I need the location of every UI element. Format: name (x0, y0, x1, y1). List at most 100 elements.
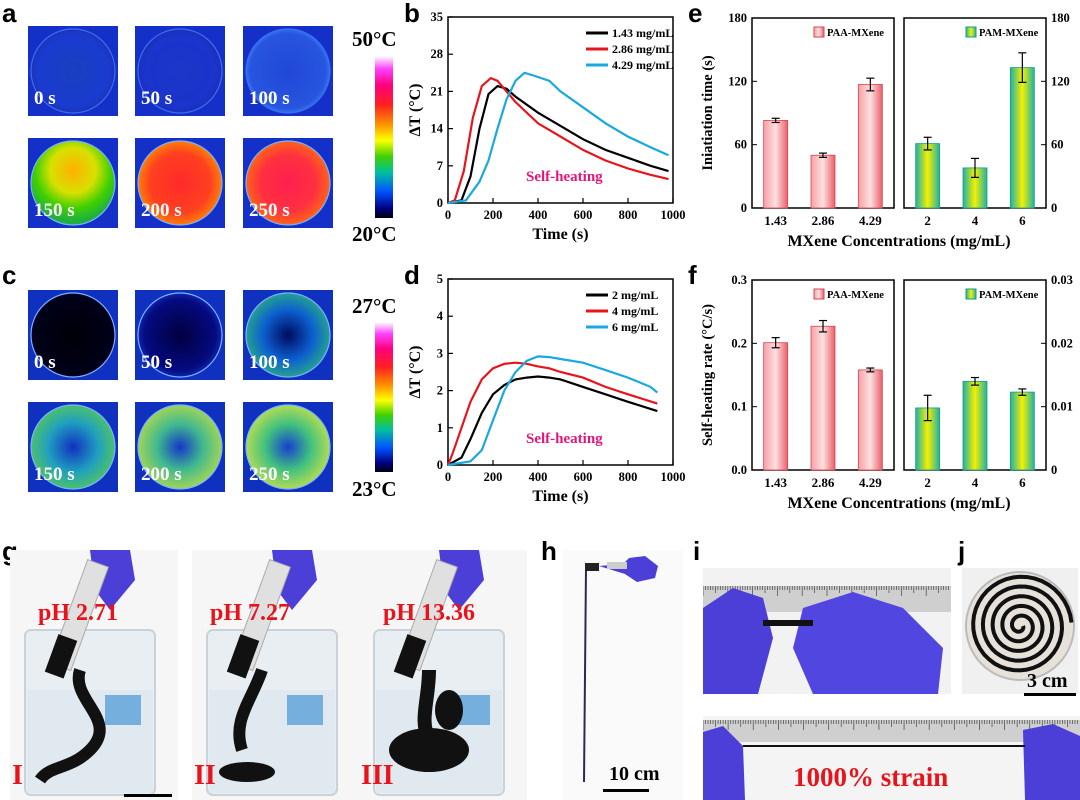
thermal-time-label: 150 s (34, 464, 75, 485)
panel-label-i: i (693, 536, 701, 566)
photo-ruler-unstretched (703, 568, 951, 694)
bar-0-0 (763, 342, 789, 471)
x-tick-label: 1.43 (764, 475, 787, 490)
series-line-2 (447, 355, 658, 467)
legend-entry-0: PAA-MXene (827, 290, 884, 301)
legend-entry-0: PAA-MXene (827, 28, 884, 39)
y-tick-label: 0.2 (731, 336, 747, 350)
legend-entry-1: PAM-MXene (979, 290, 1039, 301)
chart-d: 0 200 400 600 800 1000 0 1 2 3 4 5 Time (s) ΔT (°C) 2 … (407, 272, 685, 505)
thermal-image-a-1: 50 s (135, 26, 225, 116)
scale-bar-a (76, 123, 120, 126)
x-tick-label: 2.86 (812, 475, 835, 490)
scale-label-h: 10 cm (609, 763, 660, 785)
bar-0-2 (857, 84, 883, 209)
hydrogel-fiber (583, 567, 587, 783)
x-axis-label: MXene Concentrations (mg/mL) (787, 233, 1010, 250)
y-tick-label: 0 (1051, 201, 1057, 215)
thermal-image-c-2: 100 s (243, 290, 333, 380)
legend-swatch-0 (813, 288, 825, 300)
x-tick-label: 2.86 (812, 213, 835, 228)
thermal-time-label: 250 s (249, 200, 290, 221)
thermal-time-label: 200 s (141, 200, 182, 221)
y-tick-label: 120 (1051, 74, 1070, 88)
photo-spiral-hydrogel (962, 568, 1078, 694)
thermal-time-label: 250 s (249, 464, 290, 485)
scale-label-j: 3 cm (1027, 670, 1068, 692)
series-line-1 (447, 76, 669, 205)
y-tick-label: 0 (741, 201, 747, 215)
scale-bar-j (1024, 693, 1076, 696)
series-line-1 (446, 361, 658, 466)
y-tick-label: 60 (735, 138, 748, 152)
y-tick-label: 0.02 (1051, 336, 1073, 350)
photo-hanging-hydrogel (563, 550, 683, 800)
series-line-2 (447, 71, 669, 205)
condition-label-2: III (361, 760, 394, 791)
chart-annotation: Self-heating (526, 169, 603, 185)
y-axis-label: ΔT (°C) (407, 83, 424, 136)
condition-label-0: I (12, 760, 23, 791)
x-tick-label: 800 (619, 208, 638, 222)
thermal-image-c-4: 200 s (135, 402, 225, 492)
legend-entry-2: 4.29 mg/mL (612, 58, 673, 72)
chart-annotation: Self-heating (526, 431, 603, 447)
fiber-clamp (585, 563, 599, 571)
glove-right-icon-2 (1023, 724, 1080, 800)
x-tick-label: 4.29 (859, 475, 882, 490)
x-tick-label: 600 (574, 470, 593, 484)
y-tick-label: 0.01 (1051, 400, 1073, 414)
panel-label-f: f (688, 260, 697, 290)
thermal-image-a-2: 100 s (243, 26, 333, 116)
legend-entry-1: PAM-MXene (979, 28, 1039, 39)
chart-b: 0 200 400 600 800 1000 0 7 14 21 28 35 Time (s) ΔT (°… (407, 10, 685, 243)
thermal-time-label: 0 s (34, 352, 56, 373)
x-tick-label: 4 (972, 213, 979, 228)
legend-swatch-0 (813, 26, 825, 38)
legend-entry-0: 2 mg/mL (612, 288, 658, 302)
x-tick-label: 400 (529, 208, 548, 222)
y-tick-label: 5 (437, 272, 443, 286)
thermal-time-label: 100 s (249, 352, 290, 373)
y-axis-label: Self-heating rate (°C/s) (700, 304, 716, 446)
thermal-image-a-4: 200 s (135, 138, 225, 228)
plot-frame (447, 278, 674, 466)
y-tick-label: 1 (437, 421, 443, 435)
x-tick-label: 6 (1019, 475, 1026, 490)
thermal-image-c-0: 0 s (28, 290, 118, 380)
y-tick-label: 0.3 (731, 273, 747, 287)
thermal-image-c-1: 50 s (135, 290, 225, 380)
bar-0-2 (857, 369, 883, 471)
series-line-0 (447, 84, 669, 205)
y-tick-label: 180 (1051, 11, 1070, 25)
colorbar-a (375, 56, 393, 218)
bar-1-0 (915, 143, 941, 209)
scale-bar-g (124, 794, 172, 797)
y-tick-label: 0 (437, 196, 443, 210)
panel-label-d: d (404, 260, 420, 290)
thermal-image-a-0: 0 s (28, 26, 118, 116)
legend-swatch-1 (965, 26, 977, 38)
legend-entry-1: 2.86 mg/mL (612, 42, 673, 56)
legend-swatch-1 (965, 288, 977, 300)
thermal-time-label: 50 s (141, 88, 173, 109)
y-tick-label: 0.0 (731, 463, 747, 477)
x-tick-label: 6 (1019, 213, 1026, 228)
x-tick-label: 1.43 (764, 213, 787, 228)
y-tick-label: 28 (431, 47, 444, 61)
y-tick-label: 21 (431, 84, 444, 98)
chart-f: 0.0 0.1 0.2 0.3 1.43 2.86 4.29 PAA-MXene 0 0.01 0.… (700, 273, 1073, 512)
y-tick-label: 0 (1051, 463, 1057, 477)
strain-label: 1000% strain (793, 762, 949, 792)
y-tick-label: 2 (437, 384, 443, 398)
photo-ruler-stretched (703, 716, 1080, 800)
colorbar-c-max: 27°C (352, 294, 397, 318)
bar-0-0 (763, 119, 789, 209)
thermal-time-label: 0 s (34, 88, 56, 109)
thermal-time-label: 150 s (34, 200, 75, 221)
x-tick-label: 200 (484, 470, 503, 484)
photo-beaker-0 (10, 550, 178, 800)
bar-1-2 (1009, 67, 1035, 209)
glove-left-icon-2 (703, 726, 745, 800)
x-tick-label: 0 (445, 470, 451, 484)
